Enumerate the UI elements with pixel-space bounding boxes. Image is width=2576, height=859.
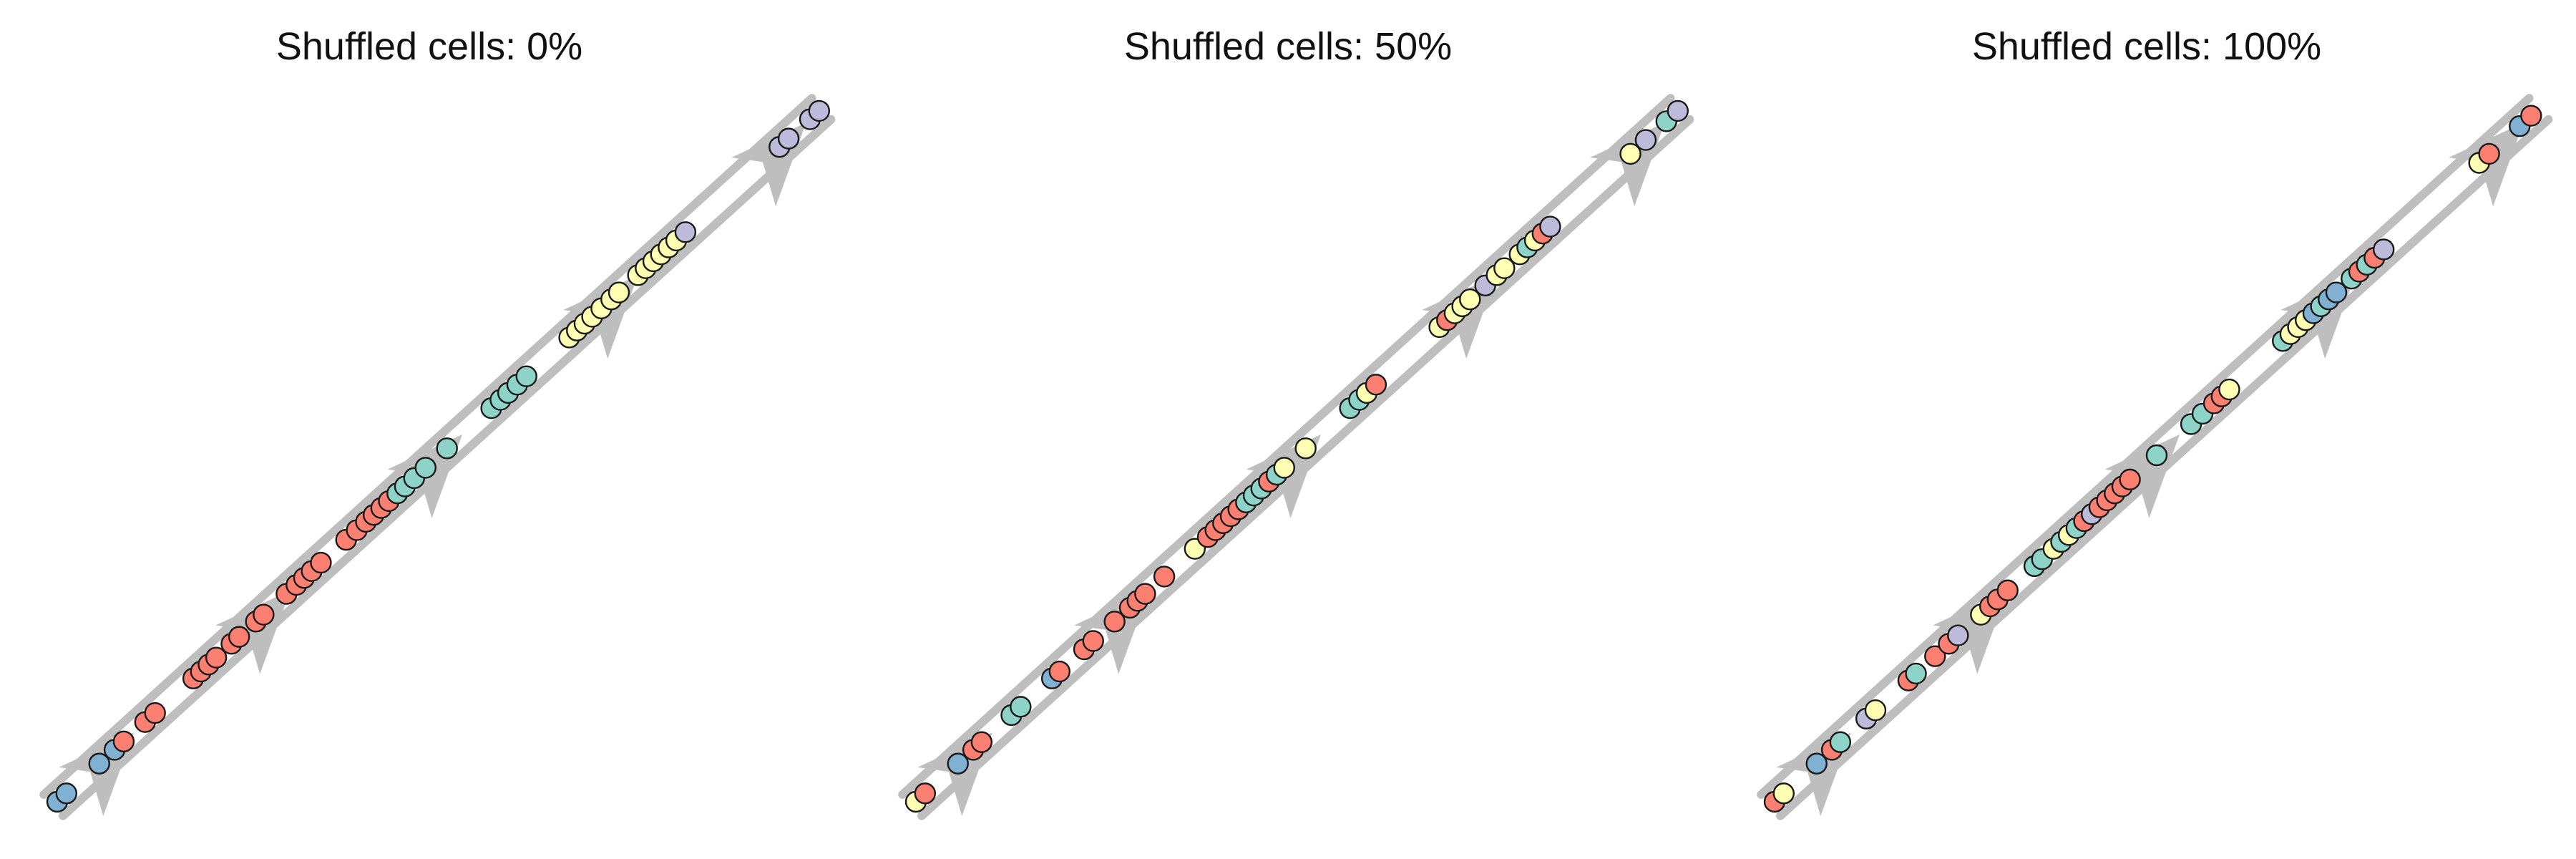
cell-point — [2325, 281, 2348, 304]
cell-point — [1772, 782, 1795, 805]
cell-point — [144, 702, 166, 724]
cell-point — [1924, 645, 1946, 667]
trajectory-plot — [39, 94, 836, 820]
cell-point — [2119, 468, 2141, 491]
cell-point — [1996, 579, 2019, 601]
panel-100: Shuffled cells: 100% — [1717, 0, 2576, 859]
trajectory-track-line — [39, 94, 816, 800]
cell-point — [608, 281, 630, 304]
cell-point — [1153, 566, 1176, 588]
cell-point — [1864, 699, 1887, 722]
cell-point — [2145, 444, 2168, 467]
trajectory-plot — [898, 94, 1694, 820]
cell-point — [1539, 215, 1561, 238]
cell-point — [1947, 624, 1969, 646]
trajectory-track-line — [1757, 94, 2534, 800]
cell-point — [970, 731, 993, 753]
cell-point — [1082, 630, 1104, 652]
cell-point — [55, 782, 78, 805]
cell-point — [515, 365, 537, 387]
panel-title: Shuffled cells: 50% — [1123, 25, 1453, 68]
cell-point — [414, 457, 436, 479]
cell-point — [674, 221, 697, 243]
cell-point — [1294, 437, 1317, 460]
cell-point — [253, 603, 275, 626]
cell-point — [1273, 457, 1295, 479]
panel-title: Shuffled cells: 100% — [1971, 25, 2322, 68]
cell-point — [112, 730, 135, 752]
cell-point — [1103, 611, 1126, 633]
cell-point — [777, 127, 800, 150]
panel-title: Shuffled cells: 0% — [275, 25, 583, 68]
cell-point — [1619, 142, 1641, 165]
cell-point — [1905, 662, 1927, 685]
cell-point — [947, 752, 969, 775]
cell-point — [2478, 142, 2500, 165]
cell-point — [1048, 660, 1070, 683]
cell-point — [2520, 105, 2542, 127]
cell-point — [1459, 288, 1481, 311]
cell-point — [1829, 731, 1852, 753]
trajectory-plot — [1757, 94, 2553, 820]
cell-point — [1134, 583, 1156, 605]
cell-point — [1493, 257, 1516, 279]
trajectory-track-line — [898, 94, 1675, 800]
cell-point — [205, 646, 228, 669]
cell-point — [88, 752, 110, 775]
cell-point — [914, 782, 937, 805]
cell-point — [1365, 374, 1387, 396]
cell-point — [2218, 378, 2240, 401]
cell-point — [808, 100, 830, 122]
cell-point — [228, 626, 250, 648]
cell-point — [436, 437, 458, 460]
cell-point — [1667, 100, 1689, 122]
panel-0: Shuffled cells: 0% — [0, 0, 859, 859]
cell-point — [2372, 238, 2395, 261]
cell-point — [1634, 129, 1657, 151]
panel-50: Shuffled cells: 50% — [859, 0, 1717, 859]
cell-point — [1010, 696, 1032, 718]
cell-point — [1805, 752, 1828, 775]
cell-point — [310, 551, 332, 574]
